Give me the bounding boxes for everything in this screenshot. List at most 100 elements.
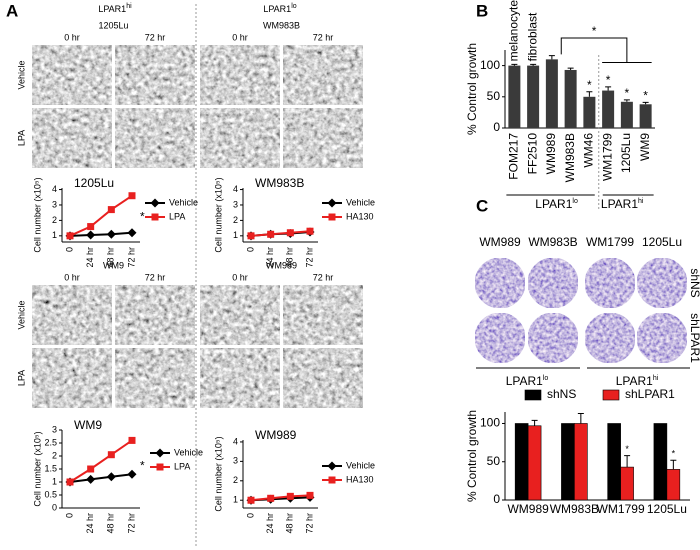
legend-label: shLPAR1 <box>625 387 675 401</box>
marker <box>87 223 95 231</box>
bar <box>545 59 558 128</box>
legend-label: LPA <box>169 211 185 221</box>
series-line <box>69 439 133 483</box>
bar <box>508 65 521 128</box>
marker <box>247 496 255 504</box>
y-axis-label: % Control growth <box>465 410 479 502</box>
chart-title: WM989 <box>255 428 297 442</box>
y-tick-label: 0 <box>52 502 57 512</box>
x-tick-label: WM1799 <box>597 502 645 516</box>
bar <box>639 104 652 128</box>
label-sup: lo <box>291 3 297 10</box>
plate-row-label: shNS <box>688 268 700 297</box>
micrograph <box>32 45 112 105</box>
group-label: LPAR1lo <box>263 3 296 15</box>
x-tick-label: WM989 <box>507 502 549 516</box>
time-label: 72 hr <box>313 272 334 282</box>
y-tick-label: 2 <box>52 450 57 460</box>
marker <box>247 232 255 240</box>
bracket <box>560 37 652 63</box>
micrograph <box>115 348 195 408</box>
error-bar <box>624 455 631 468</box>
x-tick-label: WM983B <box>550 502 599 516</box>
micrograph <box>32 108 112 168</box>
row-label: Vehicle <box>16 60 26 89</box>
cell-line-label: WM983B <box>263 20 300 30</box>
y-tick-label: 50 <box>487 89 501 103</box>
time-label: 72 hr <box>145 32 166 42</box>
bar-label: * <box>625 444 629 454</box>
x-tick-label: FOM217 <box>507 133 521 180</box>
legend-marker <box>327 198 337 208</box>
marker <box>127 228 137 238</box>
y-axis-label: Cell number (x10⁵) <box>213 177 223 252</box>
annotation: * <box>140 459 145 473</box>
time-label: 72 hr <box>145 272 166 282</box>
bar <box>514 423 529 501</box>
marker <box>267 494 275 502</box>
plate-column-label: WM989 <box>479 235 521 249</box>
marker <box>128 192 136 200</box>
error-bar <box>623 99 630 102</box>
bar <box>620 101 633 128</box>
y-tick-label: 4 <box>52 184 57 194</box>
y-axis-label: Cell number (x10⁵) <box>32 177 42 252</box>
micrograph <box>32 348 112 408</box>
legend-marker <box>151 213 159 221</box>
x-tick-label: 48 hr <box>106 513 116 534</box>
panel-letter: C <box>476 196 488 215</box>
bar-label: * <box>606 73 611 87</box>
y-axis-label: % Control growth <box>465 43 479 135</box>
y-tick-label: 0.5 <box>44 489 57 499</box>
plate-row-label: shLPAR1 <box>688 313 700 363</box>
chart-title: WM983B <box>255 176 304 190</box>
colony-plate <box>636 312 688 364</box>
micrograph <box>200 45 280 105</box>
x-tick-label: 72 hr <box>126 513 136 534</box>
error-bar <box>577 413 584 424</box>
y-tick-label: 4 <box>233 184 238 194</box>
micrograph <box>200 108 280 168</box>
y-tick-label: 100 <box>480 58 500 72</box>
legend-label: Vehicle <box>174 447 203 457</box>
colony-plate <box>584 257 636 309</box>
marker <box>286 229 294 237</box>
panel-letter: A <box>6 1 18 20</box>
bar-label: * <box>643 89 648 103</box>
legend-swatch <box>602 389 620 401</box>
micrograph <box>200 348 280 408</box>
marker <box>128 436 136 444</box>
label-base: LPAR1 <box>98 4 126 14</box>
x-tick-label: 24 hr <box>85 247 95 268</box>
time-label: 0 hr <box>64 32 80 42</box>
legend-label: HA130 <box>346 211 374 221</box>
bar-label: fibroblast <box>525 12 539 61</box>
error-bar <box>670 459 677 470</box>
legend-label: Vehicle <box>169 197 198 207</box>
time-label: 72 hr <box>313 32 334 42</box>
y-tick-label: 3 <box>52 199 57 209</box>
x-tick-label: 24 hr <box>265 247 275 268</box>
y-tick-label: 1 <box>52 230 57 240</box>
error-bar <box>567 67 574 70</box>
marker <box>107 451 115 459</box>
x-tick-label: 1205Lu <box>619 133 633 173</box>
x-tick-label: 0 <box>64 247 74 252</box>
legend-swatch <box>524 389 542 401</box>
y-axis-label: Cell number (x10⁵) <box>213 436 223 511</box>
x-tick-label: 72 hr <box>304 247 314 268</box>
bar <box>527 65 540 128</box>
x-tick-label: 0 <box>64 513 74 518</box>
y-tick-label: 3 <box>233 199 238 209</box>
label-sup: lo <box>572 198 578 205</box>
legend-label: HA130 <box>346 474 374 484</box>
bar <box>527 425 542 501</box>
label-base: LPAR1 <box>506 374 543 388</box>
error-bar <box>531 419 538 426</box>
chart-title: WM9 <box>74 418 102 432</box>
error-bar <box>586 91 593 97</box>
error-bar <box>548 55 555 60</box>
marker <box>106 472 116 482</box>
x-tick-label: WM983B <box>563 133 577 182</box>
bar <box>602 90 615 128</box>
